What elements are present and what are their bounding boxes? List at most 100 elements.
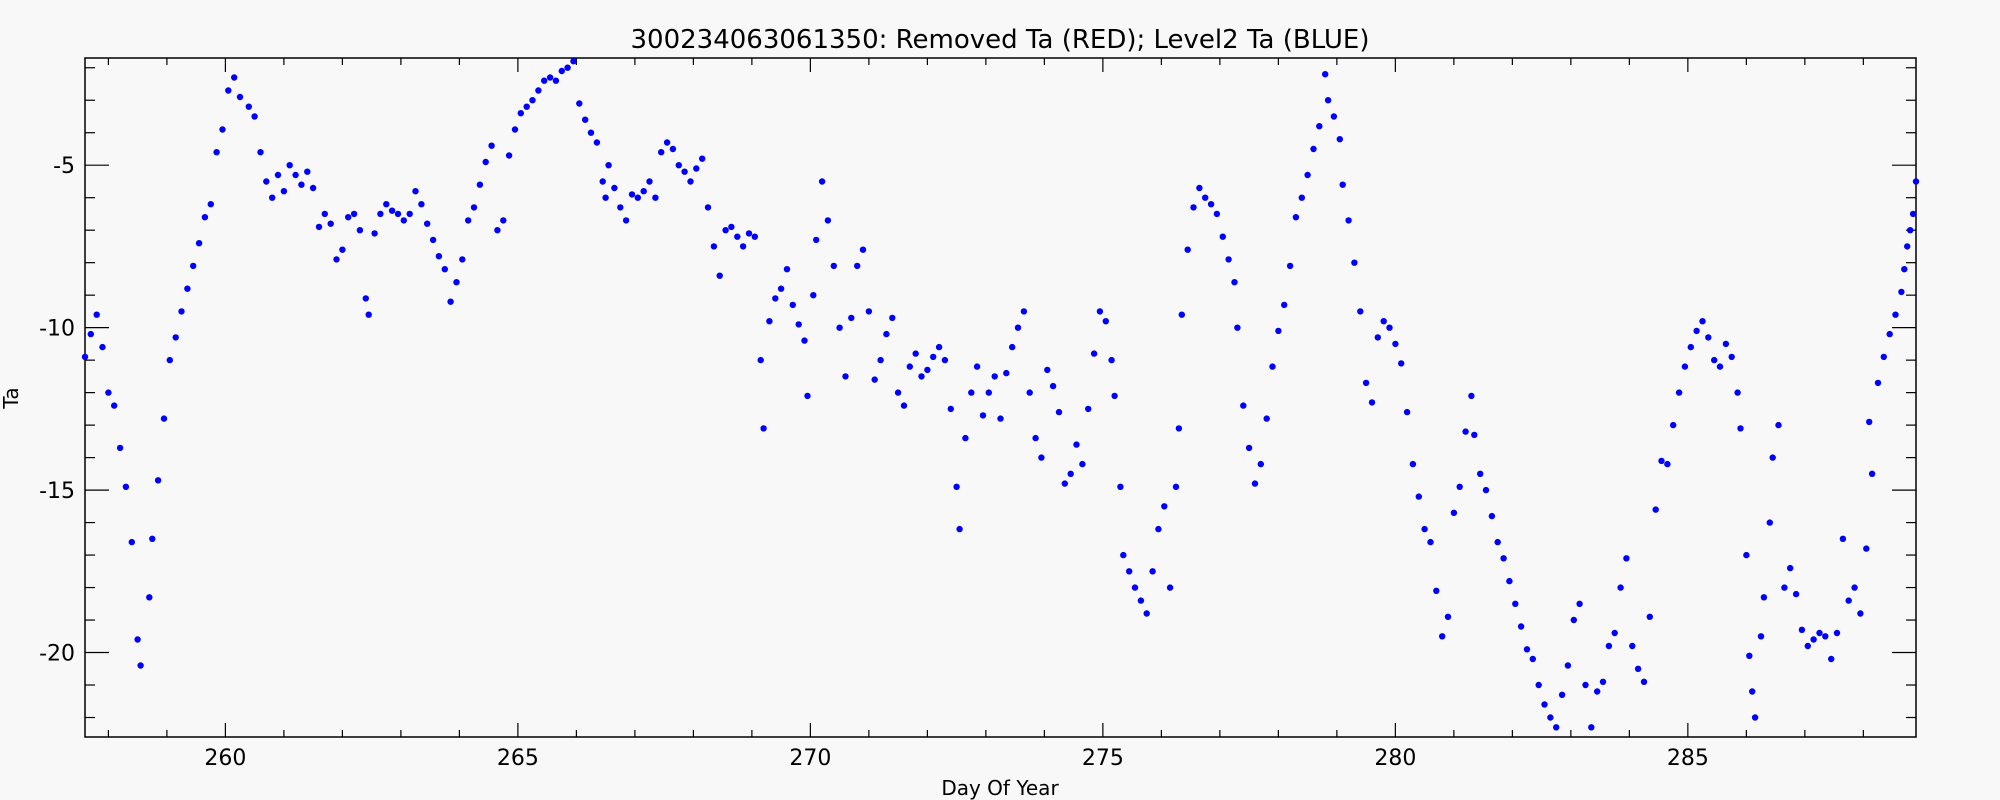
data-point [1471, 431, 1478, 439]
data-point [935, 343, 943, 351]
data-point [231, 74, 238, 81]
data-point [1324, 97, 1332, 104]
data-point [400, 217, 407, 224]
data-point [1020, 308, 1028, 315]
data-point [760, 425, 767, 432]
x-tick-label: 275 [1082, 746, 1124, 771]
data-point [1149, 568, 1156, 575]
data-point [947, 405, 954, 413]
data-point [1746, 652, 1753, 659]
data-point [154, 477, 162, 484]
data-point [1705, 334, 1712, 341]
data-point [207, 201, 214, 208]
data-point [1558, 691, 1566, 698]
data-point [1517, 623, 1525, 630]
data-point [1079, 460, 1086, 468]
data-point [687, 178, 694, 185]
data-point [894, 389, 902, 396]
data-point [1681, 363, 1689, 370]
data-point [178, 308, 185, 315]
data-point [1281, 301, 1288, 309]
data-point [1792, 590, 1800, 598]
data-point [1409, 460, 1417, 468]
data-point [1728, 353, 1735, 361]
data-point [1640, 678, 1648, 685]
data-point [582, 116, 589, 123]
data-point [968, 389, 975, 396]
data-point [704, 204, 712, 211]
data-point [1351, 259, 1358, 266]
data-points [81, 58, 1920, 731]
data-point [1570, 616, 1578, 624]
data-point [991, 373, 998, 380]
data-point [184, 285, 191, 292]
data-point [1032, 434, 1039, 442]
data-point [1026, 389, 1033, 396]
data-point [286, 162, 293, 169]
data-point [1845, 597, 1852, 604]
data-point [1357, 308, 1364, 315]
data-point [1207, 201, 1215, 208]
data-point [122, 483, 130, 490]
data-point [1482, 486, 1490, 494]
data-point [1345, 217, 1352, 224]
data-point [728, 223, 735, 231]
data-point [605, 162, 612, 169]
data-point [424, 220, 431, 227]
data-point [663, 139, 671, 146]
data-point [146, 594, 153, 601]
data-point [1664, 460, 1671, 468]
data-point [865, 308, 873, 315]
data-point [111, 402, 118, 409]
data-point [658, 149, 665, 156]
data-point [1851, 584, 1858, 591]
data-point [470, 204, 478, 211]
data-point [1599, 678, 1607, 685]
data-point [1535, 681, 1542, 689]
x-tick-label: 280 [1374, 746, 1416, 771]
data-point [1904, 243, 1911, 250]
data-point [1594, 688, 1601, 695]
data-point [836, 324, 843, 331]
data-point [1231, 279, 1238, 286]
data-point [412, 188, 419, 195]
data-point [494, 227, 501, 234]
data-point [1909, 210, 1917, 218]
data-point [1090, 350, 1098, 357]
data-point [1699, 318, 1706, 325]
data-point [1213, 210, 1221, 218]
data-point [1781, 584, 1788, 591]
data-point [1617, 584, 1624, 591]
data-point [418, 201, 425, 208]
data-point [321, 210, 328, 218]
data-point [1330, 113, 1338, 120]
y-tick-label: -20 [39, 642, 75, 667]
data-point [482, 158, 489, 166]
data-point [1240, 402, 1247, 409]
data-point [1711, 356, 1718, 364]
data-point [628, 191, 636, 198]
data-point [1863, 545, 1870, 552]
data-point [652, 194, 659, 201]
data-point [327, 220, 334, 227]
data-point [1085, 405, 1092, 413]
data-point [1234, 324, 1241, 331]
data-point [541, 77, 548, 84]
data-point [1398, 360, 1405, 367]
data-point [877, 356, 884, 364]
data-point [1693, 327, 1700, 335]
data-point [1172, 483, 1180, 490]
data-point [219, 126, 226, 133]
data-point [1009, 343, 1016, 351]
data-point [1275, 327, 1282, 335]
data-point [1055, 408, 1063, 416]
data-point [1427, 538, 1434, 546]
data-point [371, 230, 378, 237]
data-point [912, 350, 919, 357]
data-point [274, 171, 282, 179]
data-point [1038, 454, 1045, 461]
data-point [1304, 171, 1311, 179]
data-point [1868, 470, 1876, 477]
data-point [1611, 629, 1618, 637]
data-point [751, 233, 758, 240]
